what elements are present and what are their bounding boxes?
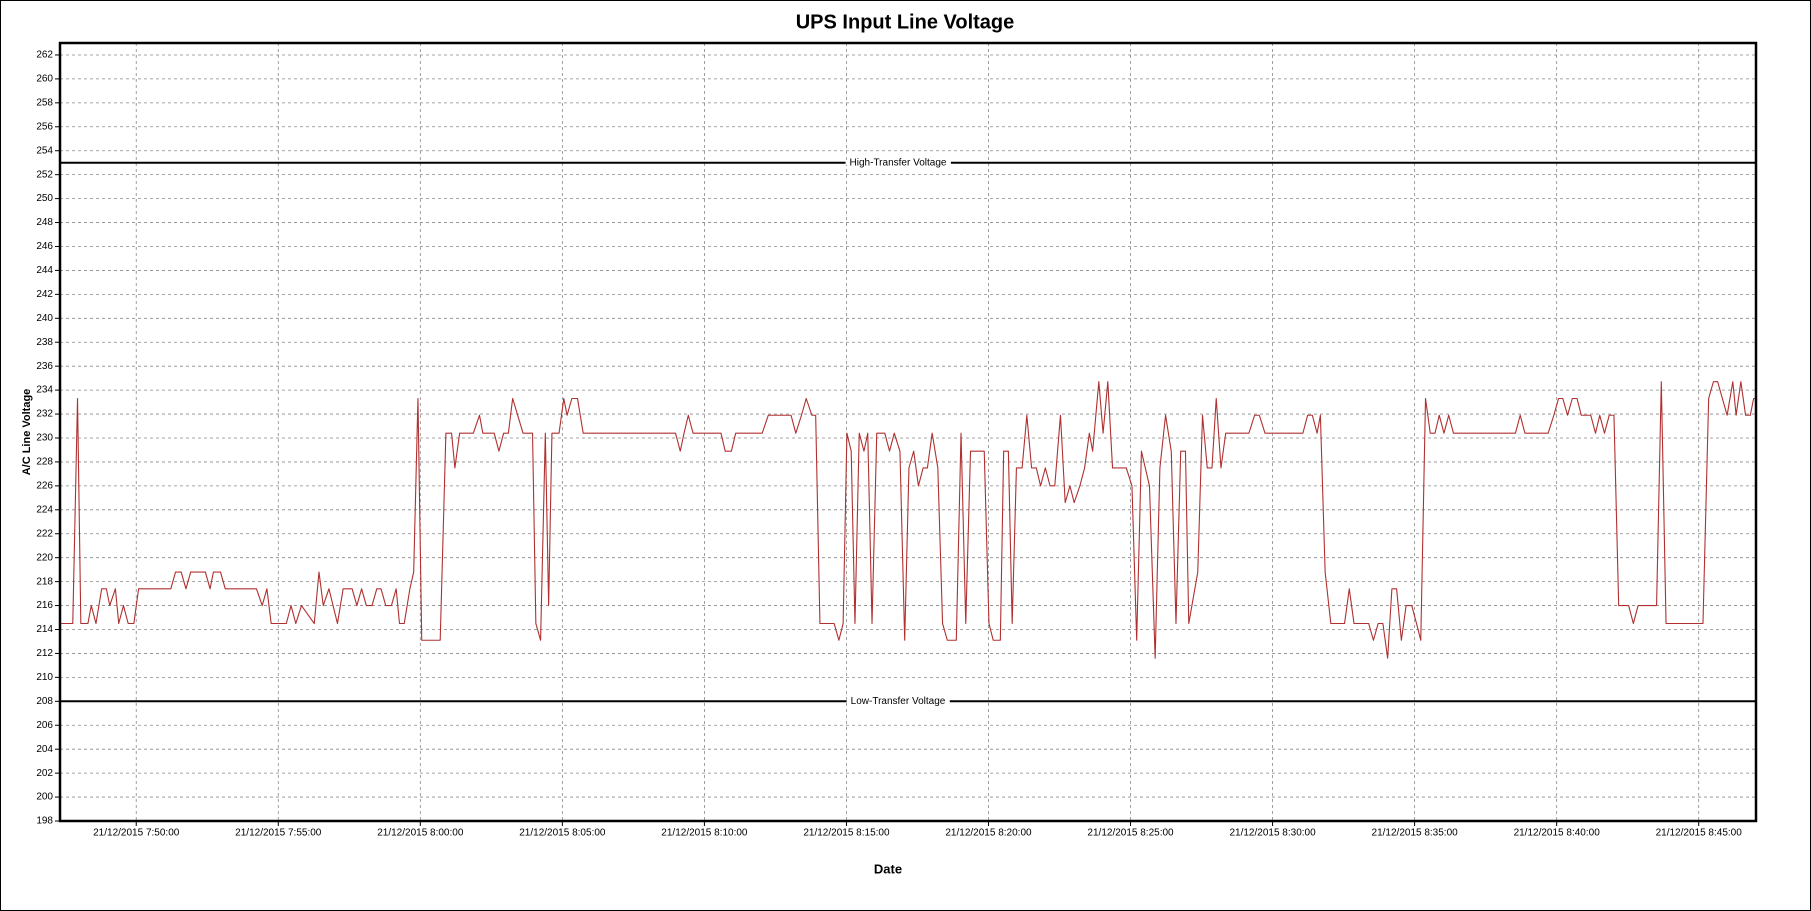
x-tick-label: 21/12/2015 8:40:00 bbox=[1514, 828, 1601, 839]
y-axis-label: A/C Line Voltage bbox=[21, 389, 33, 476]
y-tick-label: 242 bbox=[36, 289, 53, 300]
y-tick-label: 222 bbox=[36, 528, 53, 539]
y-tick-label: 210 bbox=[36, 672, 53, 683]
y-tick-label: 260 bbox=[36, 74, 53, 85]
plot-border bbox=[58, 41, 1758, 823]
x-tick-label: 21/12/2015 8:30:00 bbox=[1229, 828, 1316, 839]
reference-label-bg bbox=[845, 160, 951, 165]
y-tick-label: 220 bbox=[36, 552, 53, 563]
reference-label: High-Transfer Voltage bbox=[850, 157, 947, 168]
y-tick-label: 246 bbox=[36, 241, 53, 252]
y-tick-label: 198 bbox=[36, 816, 53, 827]
x-tick-label: 21/12/2015 8:45:00 bbox=[1656, 828, 1743, 839]
y-tick-label: 230 bbox=[36, 433, 53, 444]
y-tick-label: 226 bbox=[36, 481, 53, 492]
y-tick-label: 234 bbox=[36, 385, 53, 396]
y-tick-label: 258 bbox=[36, 97, 53, 108]
y-tick-label: 254 bbox=[36, 145, 53, 156]
y-tick-label: 228 bbox=[36, 457, 53, 468]
y-tick-label: 204 bbox=[36, 744, 53, 755]
y-tick-label: 244 bbox=[36, 265, 53, 276]
x-tick-label: 21/12/2015 8:00:00 bbox=[377, 828, 464, 839]
y-tick-label: 252 bbox=[36, 169, 53, 180]
y-tick-label: 200 bbox=[36, 792, 53, 803]
y-tick-label: 206 bbox=[36, 720, 53, 731]
chart-title: UPS Input Line Voltage bbox=[796, 11, 1015, 33]
y-tick-label: 208 bbox=[36, 696, 53, 707]
y-tick-label: 216 bbox=[36, 600, 53, 611]
x-tick-label: 21/12/2015 8:15:00 bbox=[803, 828, 890, 839]
y-tick-label: 212 bbox=[36, 648, 53, 659]
x-tick-label: 21/12/2015 7:50:00 bbox=[93, 828, 180, 839]
x-axis-label: Date bbox=[874, 861, 902, 876]
reference-label-bg bbox=[846, 699, 950, 704]
y-tick-label: 256 bbox=[36, 121, 53, 132]
y-tick-label: 250 bbox=[36, 193, 53, 204]
y-tick-label: 214 bbox=[36, 624, 53, 635]
x-tick-label: 21/12/2015 8:35:00 bbox=[1372, 828, 1459, 839]
data-line bbox=[60, 381, 1756, 659]
y-tick-label: 232 bbox=[36, 409, 53, 420]
y-tick-label: 248 bbox=[36, 217, 53, 228]
y-tick-label: 224 bbox=[36, 504, 53, 515]
y-tick-label: 202 bbox=[36, 768, 53, 779]
reference-label: Low-Transfer Voltage bbox=[851, 696, 946, 707]
y-tick-label: 236 bbox=[36, 361, 53, 372]
x-tick-label: 21/12/2015 8:10:00 bbox=[661, 828, 748, 839]
x-tick-label: 21/12/2015 8:25:00 bbox=[1087, 828, 1174, 839]
y-tick-label: 218 bbox=[36, 576, 53, 587]
x-tick-label: 21/12/2015 8:20:00 bbox=[945, 828, 1032, 839]
x-tick-label: 21/12/2015 8:05:00 bbox=[519, 828, 606, 839]
x-tick-label: 21/12/2015 7:55:00 bbox=[235, 828, 322, 839]
y-tick-label: 262 bbox=[36, 50, 53, 61]
y-tick-label: 238 bbox=[36, 337, 53, 348]
y-tick-label: 240 bbox=[36, 313, 53, 324]
